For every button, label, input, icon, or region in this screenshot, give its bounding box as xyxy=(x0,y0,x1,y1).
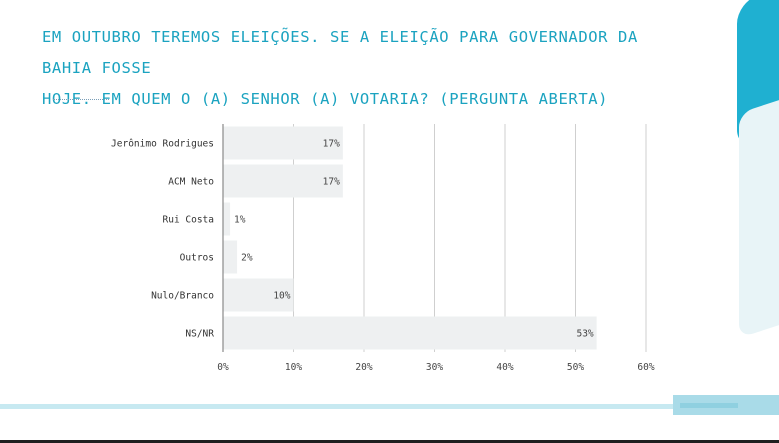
data-label-4: 10% xyxy=(273,291,290,302)
x-tick-label-40: 40% xyxy=(496,362,513,373)
bar-3 xyxy=(223,240,238,274)
bar-1 xyxy=(223,164,343,198)
bottom-border xyxy=(0,440,779,443)
x-tick-label-60: 60% xyxy=(637,362,654,373)
decorative-footer-line xyxy=(0,404,779,409)
x-tick-label-50: 50% xyxy=(567,362,584,373)
data-label-2: 1% xyxy=(234,215,246,226)
bar-4 xyxy=(223,278,294,312)
category-label-4: Nulo/Branco xyxy=(151,291,214,302)
decorative-footer-block-inner xyxy=(680,403,738,408)
data-label-1: 17% xyxy=(323,177,340,188)
chart-title-line-2: HOJE. EM QUEM O (A) SENHOR (A) VOTARIA? … xyxy=(42,90,609,108)
title-underline xyxy=(53,99,109,100)
chart-title-line-1: EM OUTUBRO TEREMOS ELEIÇÕES. SE A ELEIÇÃ… xyxy=(42,28,638,77)
category-label-1: ACM Neto xyxy=(168,177,214,188)
data-label-0: 17% xyxy=(323,139,340,150)
x-tick-label-20: 20% xyxy=(355,362,372,373)
data-label-5: 53% xyxy=(576,329,593,340)
chart-title: EM OUTUBRO TEREMOS ELEIÇÕES. SE A ELEIÇÃ… xyxy=(42,22,682,115)
bar-5 xyxy=(223,316,597,350)
bar-0 xyxy=(223,126,343,160)
category-label-5: NS/NR xyxy=(185,329,214,340)
category-label-2: Rui Costa xyxy=(163,215,214,226)
data-label-3: 2% xyxy=(241,253,253,264)
category-label-0: Jerônimo Rodrigues xyxy=(111,139,214,150)
x-tick-label-10: 10% xyxy=(285,362,302,373)
bar-2 xyxy=(223,202,231,236)
category-label-3: Outros xyxy=(180,253,214,264)
x-tick-label-30: 30% xyxy=(426,362,443,373)
x-tick-label-0: 0% xyxy=(217,362,229,373)
